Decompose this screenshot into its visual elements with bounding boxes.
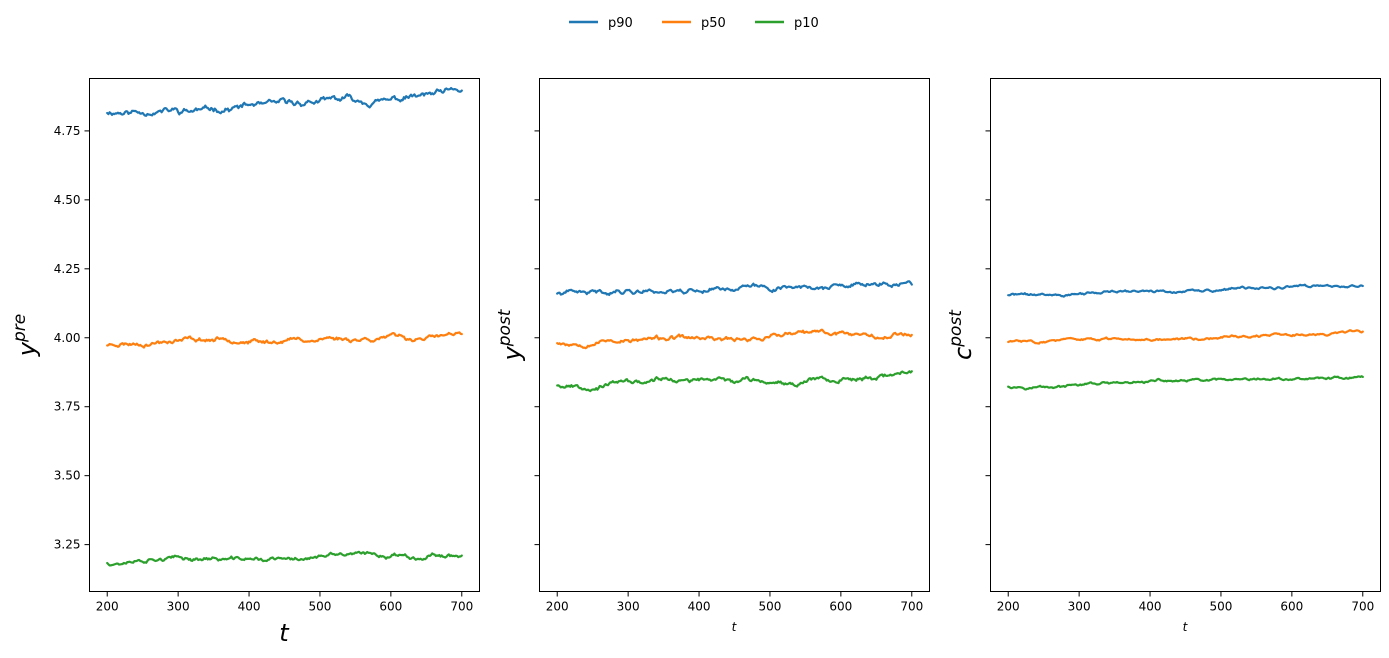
panel-2-xtick-label-500: 500 (759, 600, 782, 614)
panel-2-xtick-label-700: 700 (900, 600, 923, 614)
panel-1-ytick-label-3.50: 3.50 (54, 469, 81, 483)
panel-3-xlabel: t (1183, 620, 1189, 634)
panel-1-xlabel: t (279, 619, 290, 647)
panel-2-frame (539, 78, 930, 592)
panel-2-ylabel-sup: post (495, 308, 515, 347)
panel-3-xtick-label-600: 600 (1280, 600, 1303, 614)
panel-3-series (1007, 283, 1364, 391)
panel-2-line-p90 (556, 280, 913, 296)
panel-1-frame (89, 78, 480, 592)
legend-label-p10: p10 (794, 16, 819, 31)
panel-3-xtick-label-500: 500 (1210, 600, 1233, 614)
panel-1-ylabel: ypre (10, 314, 41, 357)
panel-1-ylabel-base: y (13, 341, 41, 357)
panel-3-line-p50 (1007, 329, 1364, 345)
panel-3-ylabel-sup: post (946, 309, 966, 348)
panel-1-ytick-label-4.50: 4.50 (54, 193, 81, 207)
panel-3-xtick-label-400: 400 (1139, 600, 1162, 614)
legend: p90 p50 p10 (569, 16, 819, 31)
panel-1-line-p10 (106, 550, 463, 567)
panel-c-post: 200 300 400 500 600 700 t cpost (946, 78, 1381, 634)
panel-1-xtick-label-500: 500 (309, 600, 332, 614)
panel-2-line-p50 (556, 328, 913, 350)
panel-3-xtick-label-700: 700 (1351, 600, 1374, 614)
panel-3-xtick-label-300: 300 (1068, 600, 1091, 614)
panel-2-series (556, 280, 913, 393)
panel-2-xtick-label-200: 200 (546, 600, 569, 614)
panel-2-line-p10 (556, 370, 913, 393)
panel-3-xtick-label-200: 200 (997, 600, 1020, 614)
panel-1-xtick-label-700: 700 (450, 600, 473, 614)
panel-2-xtick-label-300: 300 (617, 600, 640, 614)
panel-3-ticks: 200 300 400 500 600 700 (985, 130, 1374, 614)
panel-1-ytick-label-4.25: 4.25 (54, 262, 81, 276)
legend-label-p90: p90 (608, 16, 633, 31)
panel-1-ytick-label-4.75: 4.75 (54, 124, 81, 138)
panel-1-ytick-label-3.25: 3.25 (54, 538, 81, 552)
panel-1-line-p50 (106, 331, 463, 349)
panel-1-ytick-label-4.00: 4.00 (54, 331, 81, 345)
panel-y-post: 200 300 400 500 600 700 t ypost (495, 78, 930, 634)
panel-2-xlabel: t (732, 620, 738, 634)
panel-3-line-p90 (1007, 283, 1364, 298)
panel-2-ylabel-base: y (498, 345, 526, 361)
panel-2-xtick-label-600: 600 (829, 600, 852, 614)
panel-2-xtick-label-400: 400 (688, 600, 711, 614)
panel-1-ticks: 200 300 400 500 600 700 3.25 3.50 3.75 4.00 4.25 4.… (54, 124, 473, 614)
panel-2-ticks: 200 300 400 500 600 700 (534, 130, 923, 614)
panel-1-xtick-label-600: 600 (379, 600, 402, 614)
panel-1-xtick-label-400: 400 (238, 600, 261, 614)
panel-1-line-p90 (106, 86, 463, 117)
panel-3-ylabel-base: c (949, 347, 977, 360)
panel-1-xtick-label-300: 300 (167, 600, 190, 614)
panel-3-ylabel: cpost (946, 309, 977, 360)
panel-1-xtick-label-200: 200 (96, 600, 119, 614)
panel-1-ytick-label-3.75: 3.75 (54, 400, 81, 414)
panel-2-ylabel: ypost (495, 308, 526, 361)
panel-1-ylabel-sup: pre (10, 314, 30, 343)
legend-label-p50: p50 (701, 16, 726, 31)
panel-3-frame (990, 78, 1381, 592)
panel-3-line-p10 (1007, 375, 1364, 391)
panel-1-series (106, 86, 463, 567)
panel-y-pre: 200 300 400 500 600 700 3.25 3.50 3.75 4.00 4.25 4.… (10, 78, 480, 647)
